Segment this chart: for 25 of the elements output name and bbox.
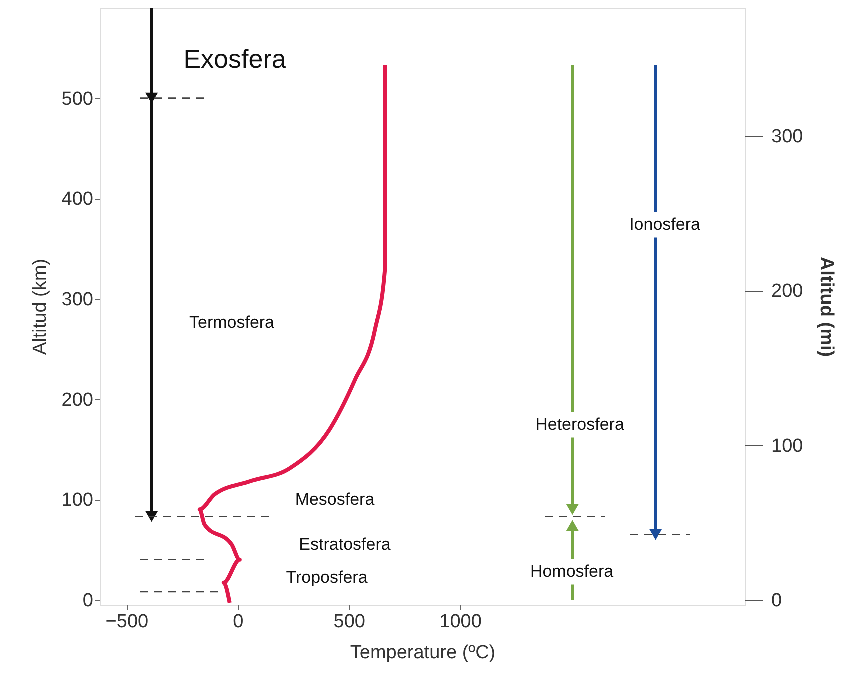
y2-tick-label: 200 bbox=[772, 281, 804, 302]
y-tick-label: 300 bbox=[62, 289, 94, 310]
y-axis-title: Altitud (km) bbox=[30, 258, 51, 356]
y-tick-label: 200 bbox=[62, 390, 94, 411]
y2-axis-title: Altitud (mi) bbox=[816, 256, 838, 358]
y2-tick-label: 100 bbox=[772, 436, 804, 457]
y2-tick-label: 300 bbox=[772, 126, 804, 148]
y-tick-label: 400 bbox=[62, 189, 94, 210]
annotation: Exosfera bbox=[184, 44, 287, 74]
y-tick-label: 500 bbox=[62, 88, 94, 110]
y2-tick-label: 0 bbox=[772, 590, 782, 612]
x-tick-label: 500 bbox=[334, 612, 366, 632]
y-tick-label: 0 bbox=[82, 590, 94, 612]
annotation: Heterosfera bbox=[536, 415, 625, 434]
annotation: Homosfera bbox=[530, 562, 614, 581]
y-tick-label: 100 bbox=[62, 490, 94, 512]
annotation: Estratosfera bbox=[299, 535, 392, 554]
x-axis-title: Temperature (ºC) bbox=[350, 642, 496, 664]
annotation: Troposfera bbox=[286, 568, 368, 587]
x-tick-label: 1000 bbox=[440, 612, 482, 632]
annotation: Ionosfera bbox=[630, 215, 701, 234]
x-tick-label: −500 bbox=[106, 612, 149, 632]
annotation: Mesosfera bbox=[295, 490, 376, 509]
x-tick-label: 0 bbox=[233, 612, 244, 632]
annotation: Termosfera bbox=[189, 313, 276, 332]
